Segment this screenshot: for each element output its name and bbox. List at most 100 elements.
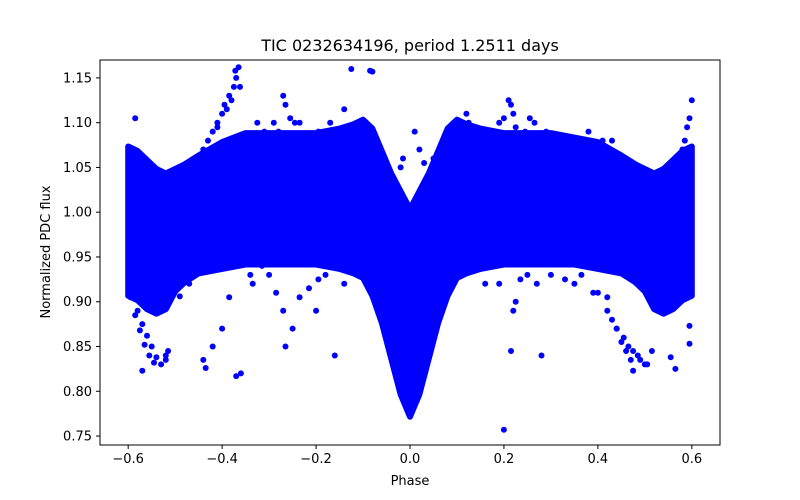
data-point: [531, 119, 538, 126]
data-point: [315, 128, 322, 135]
data-point: [172, 168, 179, 175]
x-tick-label: 0.4: [588, 452, 609, 467]
data-point: [627, 356, 634, 363]
data-point: [517, 133, 524, 140]
data-point: [432, 280, 439, 287]
data-bands: [125, 116, 695, 420]
data-point: [214, 124, 221, 131]
data-point: [148, 343, 155, 350]
dense-flux-band: [125, 116, 695, 420]
data-point: [533, 280, 540, 287]
data-point: [524, 271, 531, 278]
data-point: [576, 137, 583, 144]
data-point: [306, 285, 312, 292]
data-point: [500, 115, 507, 122]
data-point: [270, 119, 277, 126]
data-point: [230, 83, 237, 90]
data-point: [510, 307, 517, 314]
data-point: [132, 312, 139, 319]
data-point: [214, 119, 221, 126]
y-tick-label: 0.75: [63, 430, 92, 445]
data-point: [219, 110, 226, 117]
data-point: [287, 115, 294, 122]
data-point: [205, 137, 211, 144]
data-point: [444, 240, 451, 247]
x-tick-label: −0.6: [112, 452, 144, 467]
data-point: [289, 325, 296, 332]
data-point: [254, 119, 261, 126]
data-point: [327, 119, 334, 126]
data-point: [162, 356, 169, 363]
data-point: [132, 115, 139, 122]
data-point: [547, 271, 554, 278]
y-tick-label: 1.15: [63, 71, 92, 86]
data-point: [249, 280, 256, 287]
data-point: [151, 359, 157, 366]
data-point: [280, 92, 287, 99]
data-point: [681, 249, 688, 256]
data-point: [496, 119, 503, 126]
data-point: [146, 352, 153, 359]
data-point: [585, 128, 592, 135]
data-point: [165, 348, 172, 354]
data-point: [451, 271, 458, 278]
data-point: [465, 119, 472, 126]
data-point: [322, 271, 329, 278]
data-point: [261, 128, 268, 135]
data-points: [126, 64, 695, 433]
data-point: [641, 173, 648, 180]
data-point: [594, 289, 601, 296]
data-point: [590, 289, 597, 296]
data-point: [200, 356, 207, 363]
data-point: [341, 106, 348, 113]
data-point: [273, 289, 280, 296]
data-point: [315, 276, 322, 283]
data-point: [609, 316, 615, 323]
data-point: [630, 367, 637, 374]
data-point: [369, 68, 376, 75]
data-point: [331, 352, 338, 359]
data-point: [232, 67, 239, 74]
data-point: [144, 332, 150, 339]
data-point: [313, 307, 320, 314]
data-point: [275, 128, 282, 135]
data-point: [517, 276, 524, 283]
data-point: [296, 119, 303, 126]
data-point: [392, 245, 399, 251]
data-point: [430, 155, 437, 162]
data-point: [618, 339, 625, 345]
chart-title: TIC 0232634196, period 1.2511 days: [260, 36, 559, 55]
data-point: [221, 101, 228, 108]
data-point: [618, 155, 625, 162]
data-point: [578, 271, 585, 278]
data-point: [139, 321, 146, 328]
data-point: [630, 348, 637, 354]
data-point: [637, 356, 644, 363]
data-point: [684, 258, 691, 265]
data-point: [667, 354, 674, 361]
data-point: [350, 267, 357, 274]
data-point: [425, 271, 432, 278]
data-point: [282, 343, 289, 350]
y-tick-label: 1.05: [63, 161, 92, 176]
data-point: [496, 280, 503, 287]
data-point: [237, 370, 244, 377]
data-point: [604, 307, 611, 314]
data-point: [634, 352, 641, 359]
data-point: [500, 426, 507, 433]
data-point: [176, 293, 183, 300]
data-point: [360, 254, 366, 260]
data-point: [613, 325, 620, 332]
plot-area: [100, 60, 720, 445]
data-point: [348, 66, 355, 72]
data-point: [491, 262, 498, 269]
data-point: [181, 182, 188, 189]
data-point: [247, 271, 254, 278]
data-point: [228, 97, 235, 104]
data-point: [670, 160, 676, 166]
data-point: [374, 231, 381, 238]
data-point: [136, 327, 143, 334]
data-point: [688, 97, 695, 104]
y-axis: 0.75 0.80 0.85 0.90 0.95 1.00 1.05 1.10 1.15: [63, 71, 100, 445]
data-point: [522, 128, 529, 135]
